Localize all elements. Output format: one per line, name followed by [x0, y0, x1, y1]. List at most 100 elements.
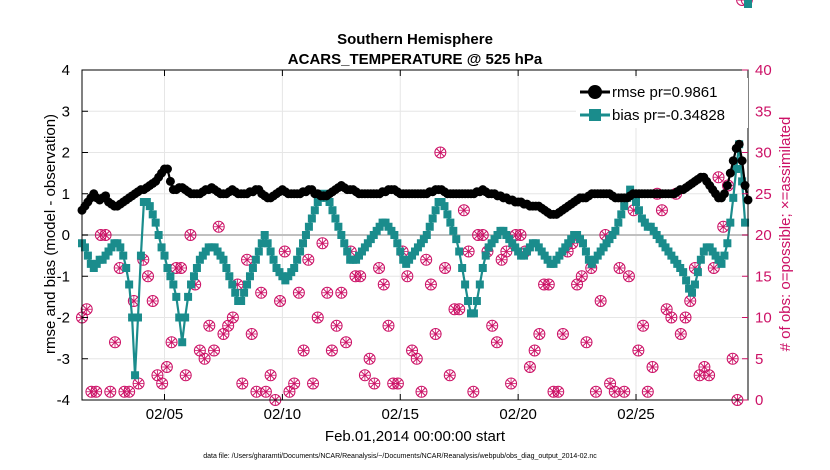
y2-tick-label: 5: [755, 351, 763, 368]
bias-point: [287, 268, 296, 277]
obs-possible-circle: [354, 270, 367, 283]
obs-count-marker: [622, 270, 635, 283]
obs-count-marker: [250, 385, 263, 398]
bias-point: [688, 288, 697, 297]
y-tick-label: 3: [62, 103, 70, 120]
rmse-point: [728, 156, 738, 166]
obs-count-marker: [363, 352, 376, 365]
obs-possible-circle: [679, 311, 692, 324]
obs-count-marker: [641, 385, 654, 398]
obs-possible-circle: [618, 385, 631, 398]
y-tick-label: 1: [62, 186, 70, 203]
y2-tick-label: 15: [755, 268, 772, 285]
bias-point: [411, 247, 419, 256]
bias-point: [163, 264, 172, 272]
obs-possible-circle: [391, 377, 404, 390]
bias-point: [634, 206, 643, 215]
obs-possible-circle: [302, 253, 315, 266]
bias-point: [540, 251, 549, 260]
bias-point: [210, 243, 219, 252]
obs-count-marker: [401, 270, 414, 283]
legend-rmse-label: rmse pr=0.9861: [612, 84, 717, 101]
bias-point: [216, 251, 225, 260]
bias-point: [101, 251, 110, 260]
bias-point: [310, 206, 319, 215]
bias-point: [281, 276, 290, 285]
obs-possible-circle: [373, 262, 386, 274]
bias-point: [632, 198, 641, 206]
bias-point: [366, 235, 375, 244]
bias-point: [390, 231, 399, 239]
bias-point: [363, 239, 372, 248]
bias-point: [437, 198, 446, 206]
bias-point: [260, 231, 269, 239]
obs-count-marker: [325, 344, 338, 357]
bias-point: [136, 251, 145, 260]
obs-count-marker: [410, 352, 423, 365]
obs-count-marker: [490, 336, 503, 349]
obs-count-marker: [274, 295, 287, 307]
obs-possible-circle: [297, 344, 310, 357]
bias-point: [301, 231, 310, 239]
obs-count-marker: [226, 311, 239, 324]
bias-point: [83, 251, 92, 260]
obs-count-marker: [368, 377, 381, 390]
obs-possible-circle: [80, 303, 93, 316]
rmse-point: [725, 168, 735, 178]
obs-count-marker: [330, 319, 343, 332]
y2-axis-label: # of obs: o=possible; ×=assimilated: [777, 117, 794, 352]
obs-possible-circle: [556, 328, 569, 340]
bias-point: [581, 247, 590, 256]
bias-point: [696, 255, 705, 264]
x-axis-ticks: 02/05 02/10 02/15 02/20 02/25: [146, 70, 655, 423]
obs-possible-circle: [377, 278, 390, 291]
obs-count-marker: [580, 336, 593, 349]
bias-point: [334, 222, 343, 231]
bias-point: [357, 247, 366, 256]
obs-count-marker: [373, 262, 386, 274]
bias-point: [181, 313, 190, 322]
bias-point: [472, 297, 481, 305]
bias-point: [375, 222, 384, 231]
obs-possible-circle: [99, 229, 112, 241]
bias-point: [325, 198, 334, 206]
rmse-point: [734, 139, 744, 149]
obs-count-marker: [674, 328, 687, 340]
bias-point: [661, 243, 670, 252]
bias-point: [160, 251, 169, 260]
obs-count-marker: [637, 319, 650, 332]
legend-rmse-marker: [588, 85, 602, 99]
obs-possible-circle: [335, 286, 348, 299]
bias-point: [113, 239, 122, 248]
bias-point: [705, 243, 714, 252]
bias-point: [620, 202, 629, 211]
bias-point: [237, 297, 246, 305]
obs-possible-circle: [292, 286, 305, 299]
obs-count-marker: [193, 344, 206, 357]
obs-count-marker: [302, 253, 315, 266]
y2-tick-label: 25: [755, 186, 772, 203]
obs-possible-circle: [340, 336, 353, 349]
obs-possible-circle: [236, 377, 249, 390]
bias-point: [679, 268, 688, 277]
bias-point: [192, 264, 201, 272]
bias-point: [640, 218, 649, 227]
obs-count-marker: [736, 0, 749, 6]
bias-point: [343, 247, 352, 256]
obs-possible-circle: [542, 278, 555, 291]
bias-point: [80, 243, 89, 252]
obs-count-marker: [679, 311, 692, 324]
obs-count-marker: [528, 344, 541, 357]
bias-point: [729, 193, 738, 202]
y2-axis-ticks: 0 5 10 15 20 25 30 35 40: [742, 62, 772, 409]
obs-count-marker: [698, 361, 711, 373]
obs-count-marker: [99, 229, 112, 241]
bias-point: [169, 280, 178, 289]
y-tick-label: -2: [57, 310, 70, 327]
bias-point: [416, 239, 425, 248]
obs-possible-circle: [165, 336, 178, 349]
bias-point: [617, 210, 626, 219]
obs-possible-circle: [179, 369, 192, 382]
obs-possible-circle: [198, 352, 211, 365]
bias-point: [290, 264, 299, 272]
